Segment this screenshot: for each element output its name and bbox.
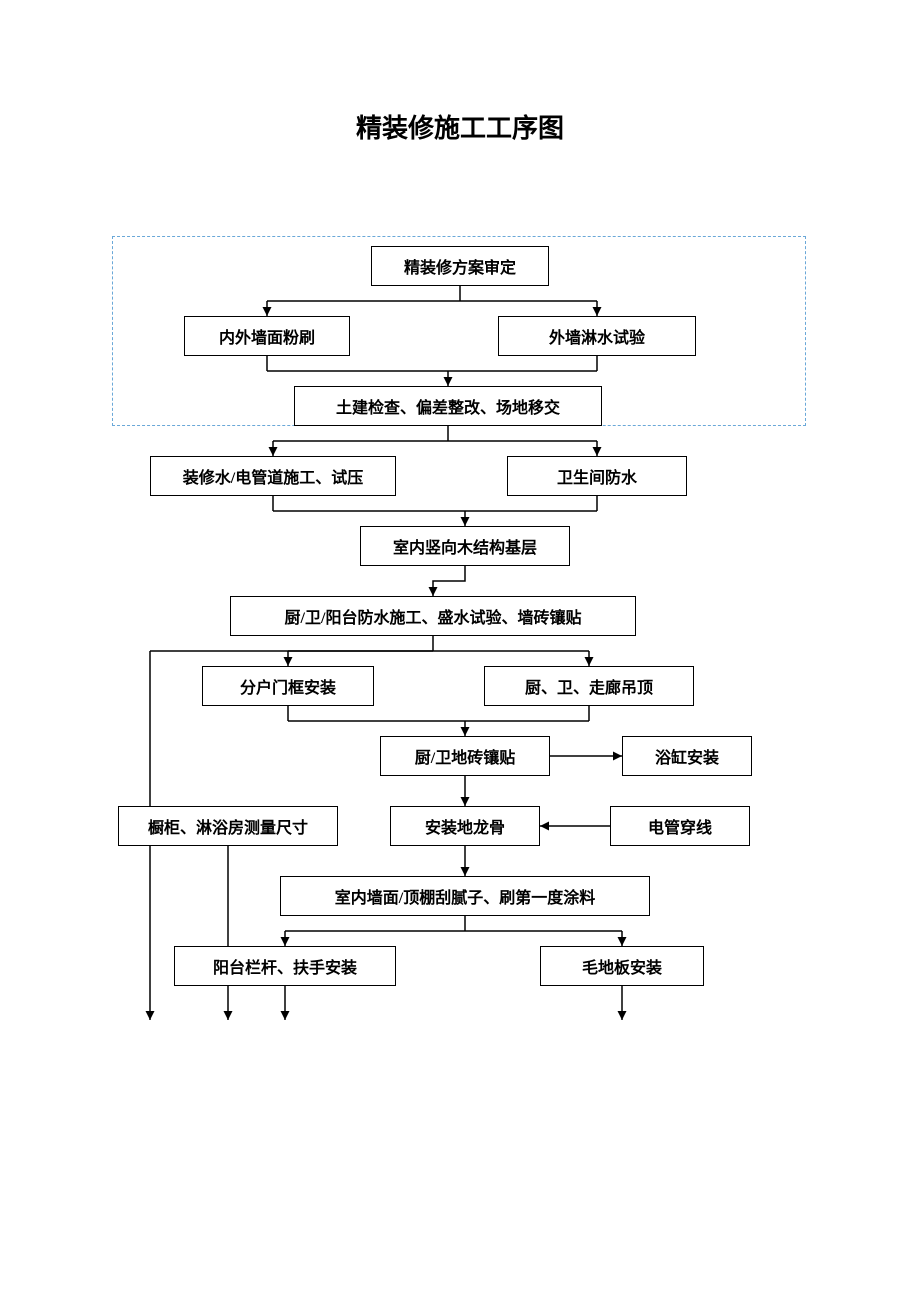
- flowchart-node-n10: 厨、卫、走廊吊顶: [484, 666, 694, 706]
- flowchart-node-n9: 分户门框安装: [202, 666, 374, 706]
- flowchart-node-n2: 内外墙面粉刷: [184, 316, 350, 356]
- flowchart-node-n3: 外墙淋水试验: [498, 316, 696, 356]
- flowchart-node-n14: 安装地龙骨: [390, 806, 540, 846]
- edges-layer: [0, 0, 920, 1301]
- flowchart-node-n13: 橱柜、淋浴房测量尺寸: [118, 806, 338, 846]
- page-title: 精装修施工工序图: [0, 108, 920, 145]
- page: 精装修施工工序图 精装修方案审定内外墙面粉刷 外墙淋水试验土建检查、偏差整改、场地…: [0, 0, 920, 1301]
- flowchart-node-n15: 电管穿线: [610, 806, 750, 846]
- flowchart-node-n17: 阳台栏杆、扶手安装: [174, 946, 396, 986]
- flowchart-node-n12: 浴缸安装: [622, 736, 752, 776]
- flowchart-node-n7: 室内竖向木结构基层: [360, 526, 570, 566]
- flowchart-node-n6: 卫生间防水: [507, 456, 687, 496]
- flowchart-node-n8: 厨/卫/阳台防水施工、盛水试验、墙砖镶贴: [230, 596, 636, 636]
- flowchart-node-n5: 装修水/电管道施工、试压: [150, 456, 396, 496]
- flowchart-node-n18: 毛地板安装: [540, 946, 704, 986]
- flowchart-node-n4: 土建检查、偏差整改、场地移交: [294, 386, 602, 426]
- flowchart-node-n11: 厨/卫地砖镶贴: [380, 736, 550, 776]
- flowchart-node-n16: 室内墙面/顶棚刮腻子、刷第一度涂料: [280, 876, 650, 916]
- flowchart-node-n1: 精装修方案审定: [371, 246, 549, 286]
